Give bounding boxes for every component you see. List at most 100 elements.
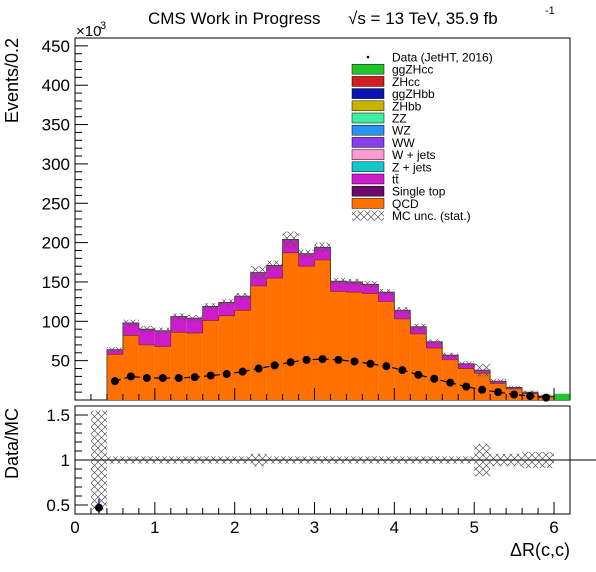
unc-hatch-21 [442, 352, 459, 358]
data-point-18 [398, 366, 407, 375]
legend-swatch-9 [351, 161, 385, 173]
y-exponent-power: 3 [100, 20, 106, 32]
bar-ttbar-15 [346, 281, 363, 293]
data-point-4 [174, 373, 183, 382]
data-point-27 [542, 393, 551, 402]
bar-qcd-2 [138, 344, 155, 400]
bar-qcd-5 [186, 333, 203, 400]
data-point-12 [302, 355, 311, 364]
energy-exponent: -1 [545, 5, 555, 17]
unc-hatch-25 [506, 385, 523, 389]
x-tick-label-3: 3 [310, 518, 319, 537]
bar-qcd-3 [154, 346, 171, 400]
unc-hatch-8 [234, 292, 251, 300]
legend-label-10: tt̄ [392, 173, 399, 187]
unc-hatch-17 [378, 289, 395, 296]
x-axis-ticks [74, 388, 571, 400]
data-point-9 [254, 364, 263, 373]
unc-hatch-6 [202, 303, 219, 310]
bar-ggzhcc-last [554, 393, 570, 400]
unc-hatch-3 [154, 327, 171, 334]
legend-label-11: Single top [392, 185, 446, 199]
ratio-plot: 0.5 1 1.5 0 1 2 3 4 5 6 Data/MC ΔR(c,c) [2, 405, 596, 560]
bar-ttbar-5 [186, 318, 203, 334]
y-tick-label-150: 150 [42, 273, 70, 292]
y-tick-label-450: 450 [42, 37, 70, 56]
y-tick-label-250: 250 [42, 194, 70, 213]
y-tick-label-350: 350 [42, 116, 70, 135]
unc-hatch-15 [346, 278, 363, 286]
unc-hatch-1 [122, 319, 139, 327]
bar-qcd-14 [330, 291, 347, 400]
data-point-0 [110, 377, 119, 386]
data-point-15 [350, 357, 359, 366]
bar-qcd-16 [362, 293, 379, 400]
legend-swatch-11 [351, 185, 385, 197]
ratio-y-tick-label-1: 1 [61, 451, 70, 470]
unc-hatch-19 [410, 323, 427, 330]
bar-ttbar-6 [202, 306, 219, 321]
unc-hatch-2 [138, 326, 155, 333]
legend-swatch-2 [351, 76, 385, 87]
unc-hatch-7 [218, 299, 235, 306]
unc-hatch-5 [186, 315, 203, 322]
y-axis: 50 100 150 200 250 300 350 400 450 [42, 37, 88, 393]
y-tick-label-50: 50 [51, 352, 70, 371]
legend-swatch-3 [351, 88, 385, 99]
legend-label-1: ggZHcc [392, 63, 433, 77]
legend-swatch-4 [351, 100, 385, 112]
y-tick-label-300: 300 [42, 155, 70, 174]
unc-hatch-18 [394, 307, 411, 314]
legend-swatch-5 [351, 112, 385, 124]
ratio-y-axis: 0.5 1 1.5 [46, 405, 88, 515]
ratio-point-0 [94, 503, 103, 512]
data-point-10 [270, 361, 279, 370]
bar-qcd-15 [346, 292, 363, 400]
ratio-y-axis-label: Data/MC [2, 408, 22, 479]
y-tick-label-100: 100 [42, 312, 70, 331]
legend-label-12: QCD [392, 197, 419, 211]
data-point-25 [510, 390, 519, 399]
y-exponent-base: ×10 [76, 23, 101, 40]
bar-ttbar-17 [378, 292, 395, 302]
bar-qcd-9 [250, 285, 267, 400]
data-point-11 [286, 358, 295, 367]
y-tick-label-200: 200 [42, 234, 70, 253]
bar-qcd-6 [202, 320, 219, 400]
data-point-1 [126, 372, 135, 381]
unc-hatch-4 [170, 313, 187, 320]
bar-ttbar-14 [330, 281, 347, 292]
unc-hatch-24 [490, 378, 507, 384]
data-point-2 [142, 373, 151, 382]
bar-ttbar-18 [394, 310, 411, 319]
legend: Data (JetHT, 2016)ggZHccZHccggZHbbZHbbZZ… [351, 51, 493, 223]
legend-label-4: ZHbb [392, 99, 422, 113]
legend-swatch-10 [351, 173, 385, 185]
x-tick-label-1: 1 [150, 518, 159, 537]
bar-ttbar-8 [234, 296, 251, 311]
bar-qcd-4 [170, 332, 187, 400]
main-plot: 50 100 150 200 250 300 350 400 450 Events/0.2 ×1… [2, 20, 571, 402]
legend-swatch-13 [352, 210, 384, 221]
legend-swatch-8 [351, 149, 385, 160]
legend-swatch-0 [366, 55, 370, 59]
mc-uncertainty [106, 231, 555, 398]
data-point-22 [462, 382, 471, 391]
legend-label-6: WZ [392, 124, 411, 138]
unc-hatch-23 [474, 363, 491, 377]
bar-qcd-13 [314, 259, 331, 400]
unc-hatch-11 [282, 231, 299, 248]
chart-title: CMS Work in Progress [148, 9, 321, 28]
data-point-7 [222, 370, 231, 379]
legend-swatch-6 [351, 124, 385, 136]
legend-swatch-1 [351, 63, 385, 75]
data-point-26 [526, 392, 535, 401]
legend-label-8: W + jets [392, 148, 436, 162]
x-tick-label-4: 4 [390, 518, 399, 537]
x-tick-label-6: 6 [549, 518, 558, 537]
legend-label-3: ggZHbb [392, 87, 435, 101]
bar-qcd-12 [298, 266, 315, 400]
x-tick-label-0: 0 [70, 518, 79, 537]
data-point-23 [478, 385, 487, 394]
